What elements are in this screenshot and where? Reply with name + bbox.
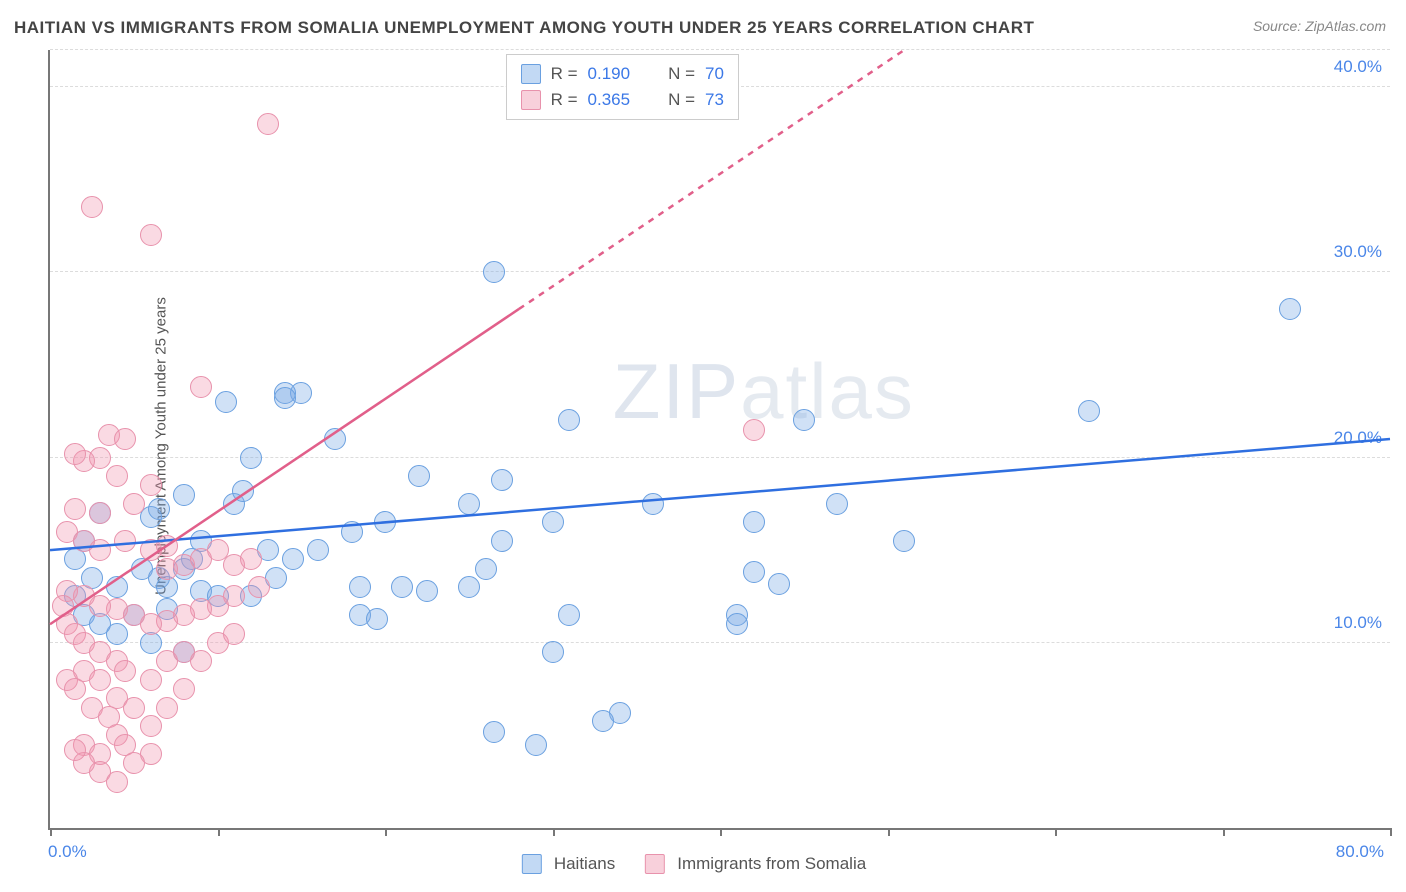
plot-area: ZIPatlas 10.0%20.0%30.0%40.0%R =0.190N =… — [48, 50, 1390, 830]
legend-r-label: R = — [551, 61, 578, 87]
x-tick-mark — [385, 828, 387, 836]
legend-r-value: 0.365 — [588, 87, 631, 113]
legend-stats-row: R = 0.190 N = 70 — [521, 61, 724, 87]
source-credit: Source: ZipAtlas.com — [1253, 18, 1386, 34]
trend-overlay — [50, 50, 1390, 828]
legend-series-label: Immigrants from Somalia — [677, 854, 866, 874]
legend-r-label: R = — [551, 87, 578, 113]
legend-series-label: Haitians — [554, 854, 615, 874]
trend-line — [50, 439, 1390, 550]
chart-title: HAITIAN VS IMMIGRANTS FROM SOMALIA UNEMP… — [14, 18, 1034, 38]
legend-swatch-haitians — [522, 854, 542, 874]
legend-stats: R = 0.190 N = 70 R = 0.365 N = 73 — [506, 54, 739, 120]
x-tick-label: 80.0% — [1336, 842, 1384, 862]
x-tick-mark — [720, 828, 722, 836]
legend-swatch-somalia — [645, 854, 665, 874]
legend-bottom: Haitians Immigrants from Somalia — [522, 854, 884, 874]
x-tick-mark — [218, 828, 220, 836]
x-tick-mark — [1223, 828, 1225, 836]
x-tick-label: 0.0% — [48, 842, 87, 862]
trend-line — [50, 309, 519, 624]
legend-n-label: N = — [668, 87, 695, 113]
x-tick-mark — [1390, 828, 1392, 836]
legend-r-value: 0.190 — [588, 61, 631, 87]
legend-swatch-haitians — [521, 64, 541, 84]
legend-n-value: 73 — [705, 87, 724, 113]
legend-n-value: 70 — [705, 61, 724, 87]
x-tick-mark — [888, 828, 890, 836]
x-tick-mark — [553, 828, 555, 836]
x-tick-mark — [50, 828, 52, 836]
legend-stats-row: R = 0.365 N = 73 — [521, 87, 724, 113]
legend-swatch-somalia — [521, 90, 541, 110]
chart-container: HAITIAN VS IMMIGRANTS FROM SOMALIA UNEMP… — [0, 0, 1406, 892]
legend-n-label: N = — [668, 61, 695, 87]
x-tick-mark — [1055, 828, 1057, 836]
